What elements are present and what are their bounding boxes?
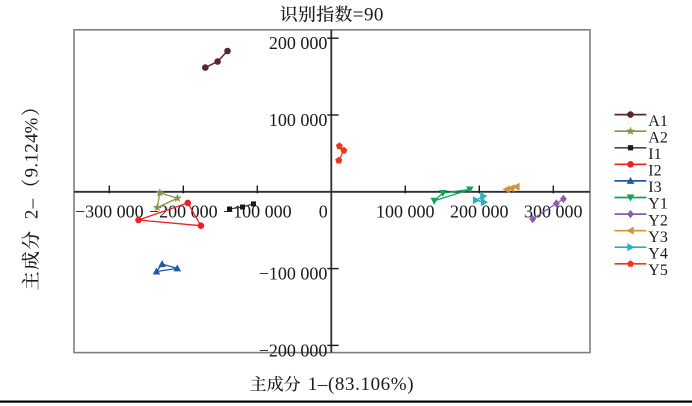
svg-text:A2: A2 (648, 129, 668, 146)
svg-text:I3: I3 (648, 179, 661, 196)
svg-text:2–: 2– (22, 198, 43, 219)
svg-text:300 000: 300 000 (524, 202, 583, 222)
svg-text:Y2: Y2 (648, 212, 668, 229)
svg-text:−200 000: −200 000 (259, 340, 328, 360)
svg-text:I1: I1 (648, 146, 661, 163)
svg-text:−200 000: −200 000 (149, 202, 218, 222)
svg-text:%: % (22, 117, 43, 133)
svg-text:9.124: 9.124 (22, 133, 43, 178)
svg-text:Y1: Y1 (648, 196, 668, 213)
svg-text:100 000: 100 000 (376, 202, 435, 222)
svg-text:=90: =90 (353, 5, 384, 26)
svg-text:I2: I2 (648, 163, 661, 180)
svg-text:Y5: Y5 (648, 262, 668, 279)
svg-text:−100 000: −100 000 (259, 264, 328, 284)
svg-text:200 000: 200 000 (450, 202, 509, 222)
svg-text:Y4: Y4 (648, 245, 668, 262)
svg-text:200 000: 200 000 (269, 33, 328, 53)
svg-text:−100 000: −100 000 (223, 202, 292, 222)
svg-text:Y3: Y3 (648, 229, 668, 246)
svg-text:A1: A1 (648, 113, 668, 130)
svg-text:1–(83.106%): 1–(83.106%) (308, 374, 414, 395)
svg-text:0: 0 (319, 202, 328, 222)
svg-text:−300 000: −300 000 (75, 202, 144, 222)
svg-text:100 000: 100 000 (269, 110, 328, 130)
